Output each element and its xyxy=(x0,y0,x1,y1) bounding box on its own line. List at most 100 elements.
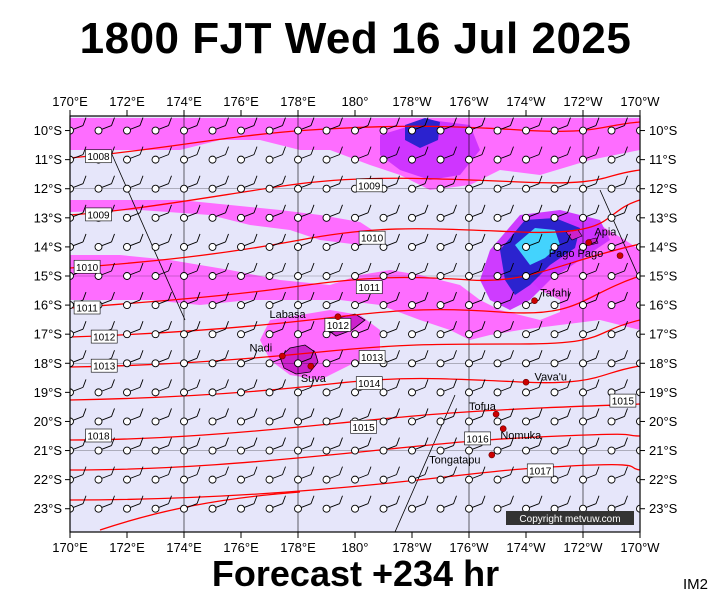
wind-barb xyxy=(180,262,201,280)
isobar-label-box xyxy=(85,207,112,222)
barb-flag xyxy=(567,233,571,243)
barb-flag xyxy=(567,321,571,330)
barb-flag xyxy=(396,379,400,388)
barb-station xyxy=(180,213,188,222)
wind-barb xyxy=(237,495,258,513)
barb-station xyxy=(522,359,530,368)
isobar-label: 1018 xyxy=(85,428,112,443)
place-marker: Tofua xyxy=(469,401,500,418)
barb-flag xyxy=(424,321,429,330)
wind-barb xyxy=(180,175,201,193)
barb-flag xyxy=(481,262,486,272)
isobar-label-box xyxy=(73,259,101,274)
barb-flag xyxy=(481,321,486,330)
wind-barb xyxy=(180,291,201,310)
barb-station xyxy=(379,213,388,222)
wind-barb xyxy=(151,466,172,484)
wind-barb xyxy=(294,146,315,164)
lon-label-top: 170°E xyxy=(52,94,88,109)
barb-flag xyxy=(225,262,229,272)
place-name: Labasa xyxy=(270,309,307,321)
isobar-label-box xyxy=(355,178,383,193)
barb-flag xyxy=(595,175,600,184)
isobar-label: 1017 xyxy=(526,463,554,477)
barb-flag xyxy=(453,379,457,388)
barb-flag xyxy=(595,437,600,446)
barb-station xyxy=(579,184,587,193)
barb-flag xyxy=(282,117,286,126)
wind-barb xyxy=(550,146,571,164)
barb-flag xyxy=(367,321,372,330)
place-marker: Pago Pago xyxy=(549,248,624,260)
barb-station xyxy=(265,272,274,280)
wind-barb xyxy=(607,495,628,513)
isobar-line-1 xyxy=(70,169,640,216)
barb-flag xyxy=(196,495,201,504)
barb-flag xyxy=(624,321,628,330)
isobar-label-text: 1015 xyxy=(612,397,635,408)
barb-station xyxy=(465,155,473,164)
place-name: Tofua xyxy=(469,401,497,413)
barb-flag xyxy=(538,495,543,504)
barb-station xyxy=(123,330,131,339)
barb-flag xyxy=(339,350,343,359)
lat-label-right: 17°S xyxy=(649,327,678,342)
barb-station xyxy=(522,330,530,339)
barb-flag xyxy=(624,379,628,388)
lat-label-left: 14°S xyxy=(34,239,63,254)
wind-barb xyxy=(70,495,87,513)
lat-label-right: 20°S xyxy=(649,414,678,429)
barb-station xyxy=(322,504,331,513)
wind-barb xyxy=(151,146,172,164)
barb-station xyxy=(294,301,302,310)
barb-station xyxy=(322,475,331,484)
barb-flag xyxy=(453,175,457,184)
barb-flag xyxy=(225,233,229,243)
barb-flag xyxy=(196,204,201,213)
barb-station xyxy=(70,475,74,484)
barb-station xyxy=(237,213,245,222)
wind-barb xyxy=(436,350,457,368)
wind-barb xyxy=(607,117,628,135)
barb-station xyxy=(294,184,302,193)
barb-station xyxy=(322,155,331,164)
barb-flag xyxy=(624,175,628,184)
wind-barb xyxy=(550,175,571,193)
wind-barb xyxy=(208,437,229,455)
lon-label-top: 178°E xyxy=(280,94,316,109)
lon-label-bottom: 174°E xyxy=(166,540,202,555)
wind-barb xyxy=(579,321,600,339)
wind-barb xyxy=(70,350,87,368)
wind-barb xyxy=(636,126,640,135)
wind-barb xyxy=(493,204,514,222)
barb-flag xyxy=(253,117,258,126)
barb-flag xyxy=(111,466,115,475)
barb-station xyxy=(180,184,188,193)
barb-station xyxy=(436,272,445,280)
lat-label-right: 18°S xyxy=(649,356,678,371)
barb-station xyxy=(579,155,587,164)
barb-flag xyxy=(310,262,315,272)
isobar-label: 1010 xyxy=(73,259,101,274)
barb-station xyxy=(208,388,217,397)
barb-flag xyxy=(510,321,514,330)
barb-flag xyxy=(624,466,628,475)
wind-barb xyxy=(550,321,571,339)
wind-barb xyxy=(436,175,457,193)
barb-flag xyxy=(282,321,286,330)
barb-flag xyxy=(595,379,600,388)
barb-station xyxy=(151,475,160,484)
wind-barb xyxy=(123,350,144,368)
barb-station xyxy=(294,242,302,251)
wind-barb xyxy=(265,262,286,280)
wind-barb xyxy=(493,117,514,135)
barb-flag xyxy=(82,379,87,388)
barb-station xyxy=(294,272,302,280)
barb-flag xyxy=(424,146,429,155)
isobar-label-text: 1017 xyxy=(529,466,552,477)
wind-barb xyxy=(522,350,543,368)
barb-flag xyxy=(111,146,115,155)
wind-barb xyxy=(636,446,640,455)
wind-barb xyxy=(493,291,514,310)
barb-flag xyxy=(168,321,172,330)
